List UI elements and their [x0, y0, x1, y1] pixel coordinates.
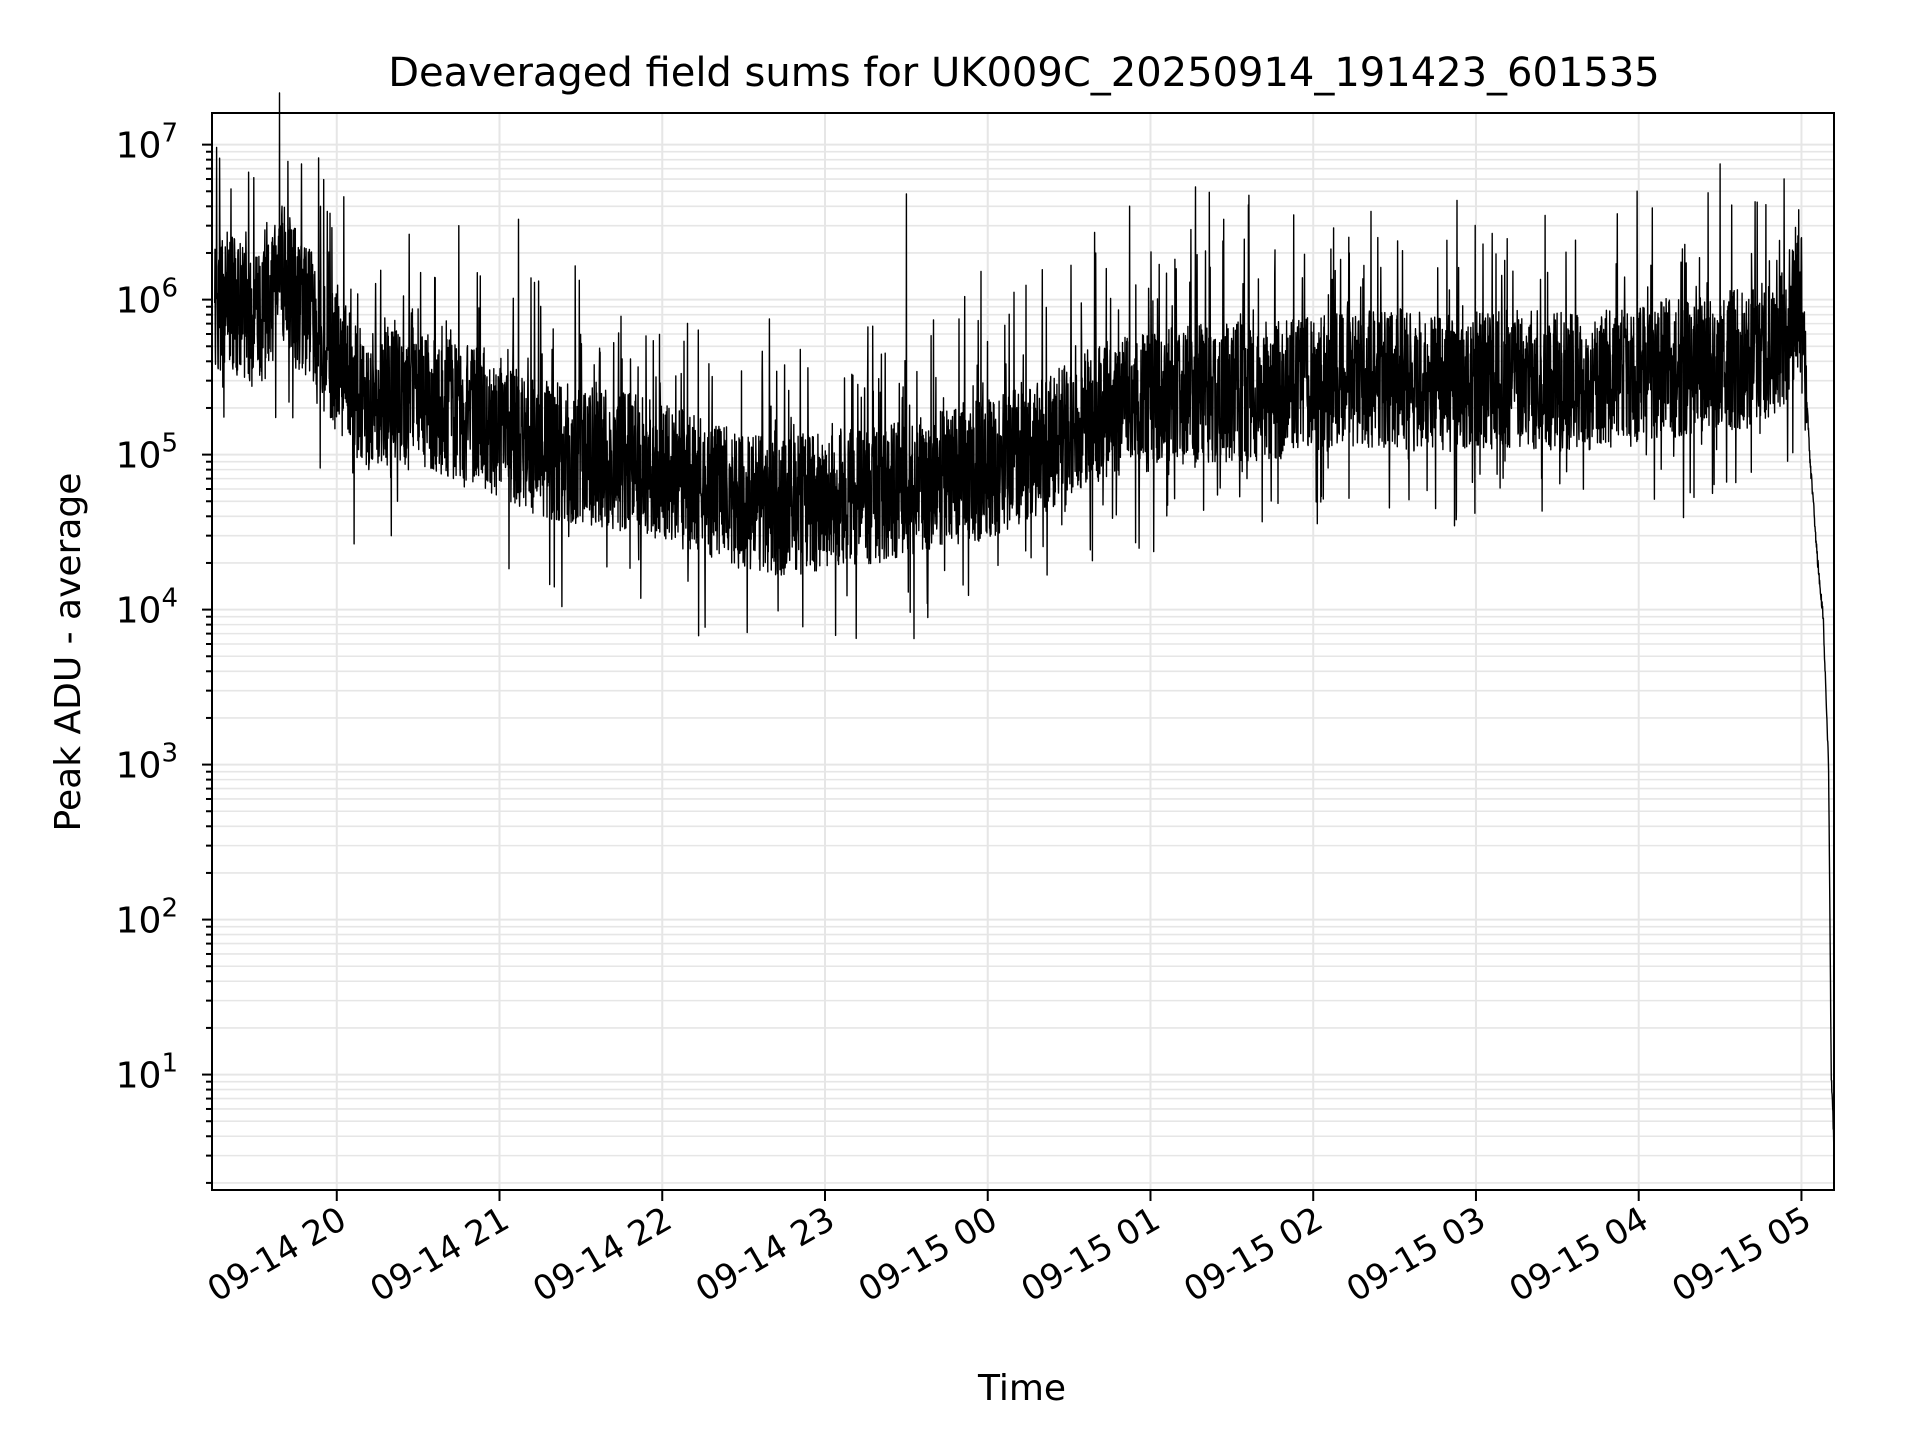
x-tick-label: 09-15 00	[852, 1199, 1004, 1310]
y-tick-label: 105	[116, 429, 178, 477]
plot-frame	[211, 112, 1835, 1191]
x-tick-label: 09-15 01	[1015, 1199, 1167, 1310]
x-tick-label: 09-14 23	[689, 1199, 841, 1310]
x-tick-label: 09-15 04	[1503, 1199, 1655, 1310]
chart-title: Deaveraged field sums for UK009C_2025091…	[388, 50, 1659, 96]
x-axis: 09-14 20 09-14 21 09-14 22 09-14 23 09-15 00…	[201, 1190, 1818, 1310]
x-axis-label: Time	[977, 1368, 1066, 1409]
x-tick-label: 09-14 22	[526, 1199, 678, 1310]
grid-layer	[212, 113, 1834, 1190]
y-axis: 101 102 103 104 105 106 107	[116, 119, 212, 1184]
y-tick-label: 101	[116, 1049, 178, 1097]
x-tick-label: 09-15 02	[1177, 1199, 1329, 1310]
x-tick-label: 09-14 20	[201, 1199, 353, 1310]
y-tick-label: 107	[116, 119, 178, 167]
y-tick-label: 106	[116, 274, 178, 322]
y-tick-label: 103	[116, 739, 178, 787]
data-layer	[214, 92, 1835, 1149]
x-tick-label: 09-14 21	[364, 1199, 516, 1310]
y-tick-label: 102	[116, 894, 178, 942]
y-axis-label: Peak ADU - average	[48, 473, 89, 832]
x-tick-label: 09-15 05	[1666, 1199, 1818, 1310]
y-tick-label: 104	[116, 584, 178, 632]
series-line	[214, 92, 1835, 1149]
x-tick-label: 09-15 03	[1340, 1199, 1492, 1310]
